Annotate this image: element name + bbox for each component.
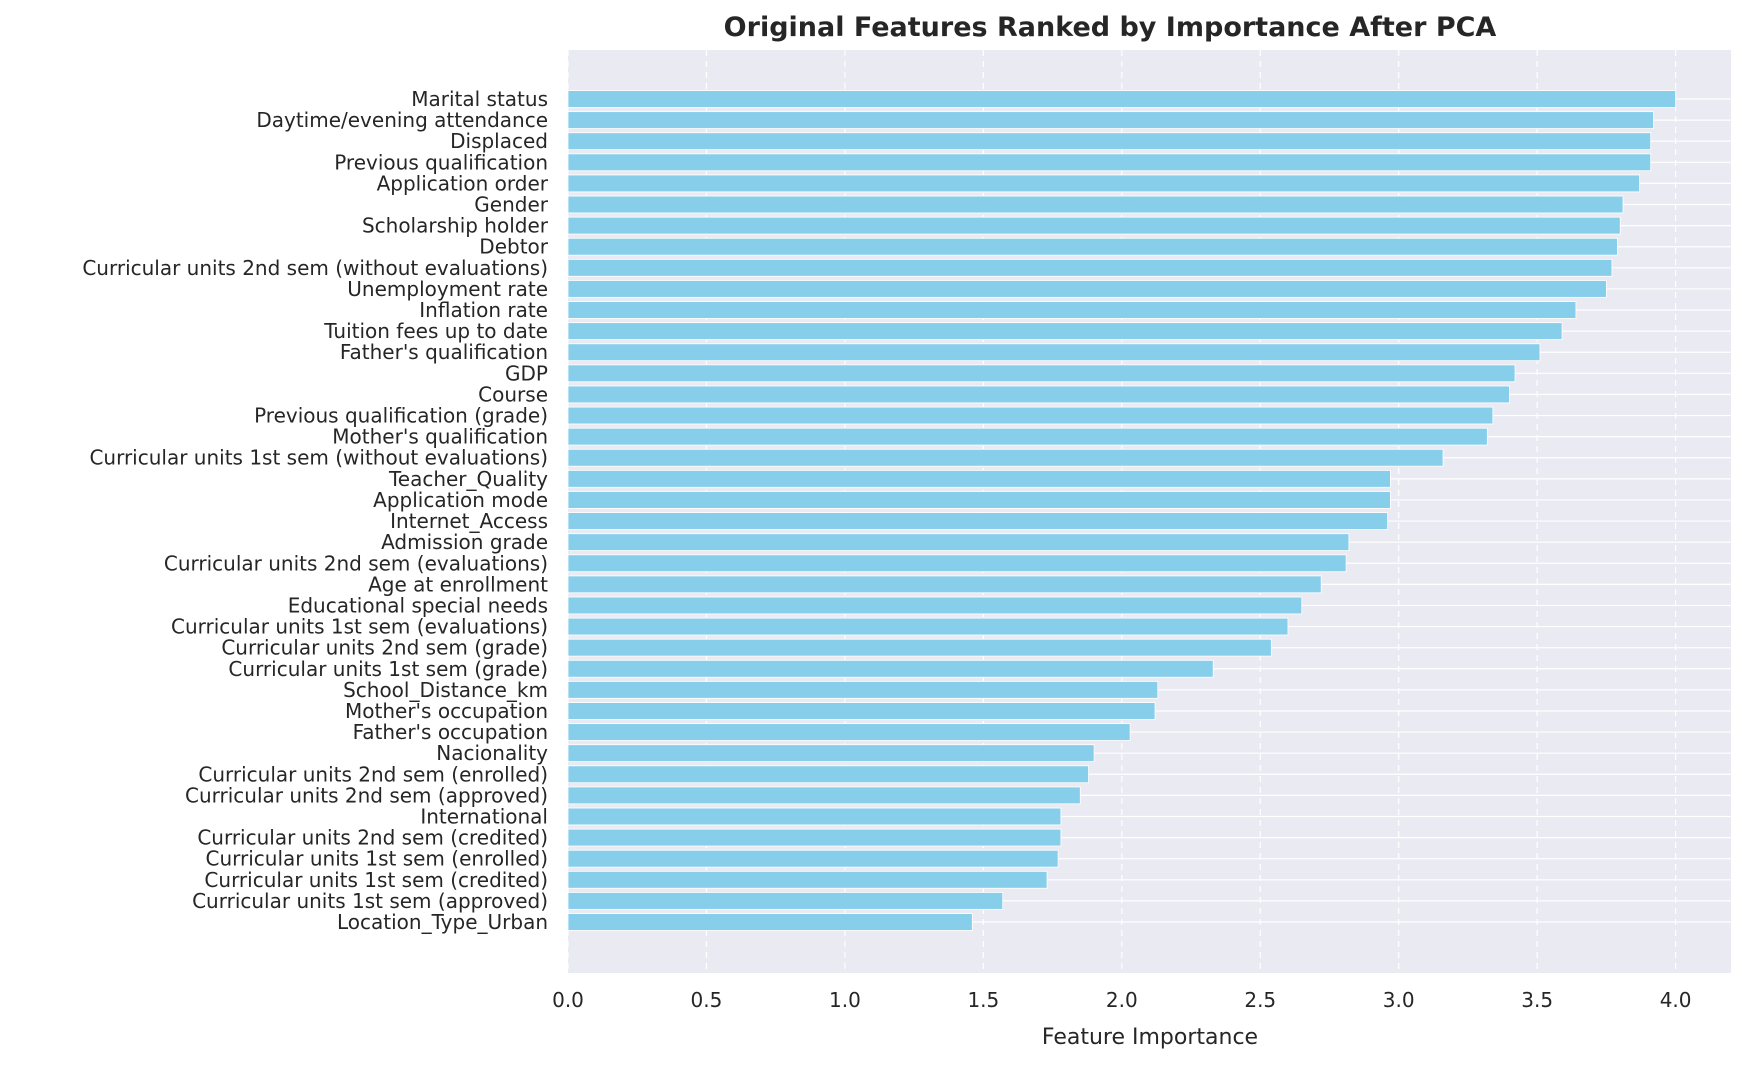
category-label: Mother's qualification	[332, 425, 548, 449]
category-label: Curricular units 1st sem (evaluations)	[171, 615, 548, 639]
category-label: Curricular units 2nd sem (evaluations)	[164, 551, 548, 575]
bar	[567, 427, 1488, 446]
bar	[567, 681, 1159, 699]
bar	[567, 828, 1062, 847]
category-label: Father's qualification	[340, 340, 548, 364]
x-tick-label: 1.0	[829, 988, 861, 1012]
category-label: Tuition fees up to date	[323, 319, 548, 343]
category-label: Previous qualification	[334, 150, 548, 174]
category-label: Curricular units 1st sem (approved)	[192, 889, 548, 913]
x-tick-label: 0.0	[552, 988, 584, 1012]
category-label: Nacionality	[436, 741, 548, 765]
bar	[567, 448, 1444, 467]
category-label: Course	[478, 382, 548, 406]
category-label: Educational special needs	[288, 593, 548, 617]
bar	[567, 638, 1272, 657]
bar	[567, 807, 1062, 826]
bar	[567, 892, 1004, 910]
category-label: Inflation rate	[419, 298, 548, 322]
bar	[567, 533, 1350, 551]
bar	[567, 258, 1613, 277]
category-label: Curricular units 2nd sem (credited)	[197, 826, 548, 850]
chart-title: Original Features Ranked by Importance A…	[724, 12, 1497, 43]
category-label: Daytime/evening attendance	[256, 108, 548, 132]
bar	[567, 870, 1048, 889]
bar	[567, 322, 1563, 340]
bar	[567, 406, 1494, 425]
bar	[567, 237, 1618, 256]
bar	[567, 554, 1347, 573]
category-label: Curricular units 2nd sem (enrolled)	[198, 762, 548, 786]
category-label: Displaced	[450, 129, 548, 153]
bar	[567, 617, 1289, 636]
category-label: Curricular units 1st sem (credited)	[204, 868, 548, 892]
category-label: Debtor	[479, 235, 548, 259]
bar	[567, 364, 1516, 383]
bar	[567, 491, 1391, 509]
category-label: Teacher_Quality	[388, 467, 548, 491]
x-tick-label: 2.0	[1106, 988, 1138, 1012]
category-label: Curricular units 1st sem (grade)	[228, 657, 548, 681]
x-tick-label: 2.5	[1244, 988, 1276, 1012]
x-tick-label: 4.0	[1660, 988, 1692, 1012]
bar	[567, 132, 1652, 151]
bar	[567, 343, 1541, 362]
category-label: Internet_Access	[390, 509, 548, 533]
category-label: Curricular units 1st sem (enrolled)	[205, 847, 548, 871]
category-label: Application mode	[373, 488, 548, 512]
bar	[567, 702, 1156, 720]
category-label: Previous qualification (grade)	[254, 404, 548, 428]
category-label: Age at enrollment	[368, 572, 548, 596]
x-tick-label: 1.5	[967, 988, 999, 1012]
x-tick-label: 0.5	[691, 988, 723, 1012]
bar	[567, 111, 1654, 129]
bar	[567, 575, 1322, 594]
bar	[567, 216, 1621, 235]
category-label: Admission grade	[381, 530, 548, 554]
bar	[567, 385, 1510, 404]
bar	[567, 913, 973, 931]
bar	[567, 153, 1652, 172]
bar	[567, 765, 1089, 784]
x-tick-label: 3.5	[1521, 988, 1553, 1012]
category-label: Father's occupation	[353, 720, 548, 744]
bar	[567, 90, 1677, 108]
bar	[567, 301, 1577, 319]
category-label: School_Distance_km	[343, 678, 548, 702]
x-axis-label: Feature Importance	[1042, 1025, 1258, 1050]
category-label: Curricular units 2nd sem (grade)	[221, 636, 548, 660]
bar	[567, 470, 1391, 488]
category-label: GDP	[505, 361, 548, 385]
bars	[567, 90, 1677, 931]
category-label: Scholarship holder	[362, 214, 549, 238]
category-label: Gender	[474, 193, 548, 217]
bar	[567, 849, 1059, 868]
category-label: Application order	[377, 171, 549, 195]
category-label: Curricular units 2nd sem (approved)	[185, 783, 548, 807]
bar	[567, 744, 1095, 763]
category-label: Location_Type_Urban	[337, 910, 548, 934]
bar	[567, 596, 1303, 615]
bar	[567, 723, 1131, 741]
category-label: Mother's occupation	[345, 699, 548, 723]
x-tick-labels: 0.0 0.5 1.0 1.5 2.0 2.5 3.0 3.5 4.0	[552, 988, 1691, 1012]
category-label: International	[420, 804, 548, 828]
category-label: Marital status	[411, 87, 548, 111]
category-label: Unemployment rate	[347, 277, 548, 301]
category-label: Curricular units 2nd sem (without evalua…	[82, 256, 548, 280]
bar	[567, 195, 1624, 214]
bar	[567, 512, 1389, 530]
bar	[567, 174, 1641, 193]
bar	[567, 280, 1607, 298]
category-label: Curricular units 1st sem (without evalua…	[89, 446, 548, 470]
bar	[567, 786, 1081, 805]
x-tick-label: 3.0	[1383, 988, 1415, 1012]
bar	[567, 659, 1214, 678]
